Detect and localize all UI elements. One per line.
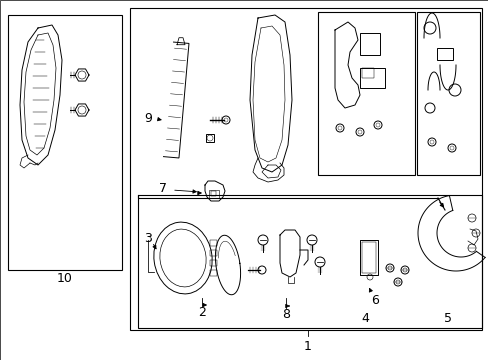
Text: 2: 2	[198, 306, 205, 319]
Bar	[416, 12, 479, 175]
Bar	[8, 15, 122, 270]
Bar	[138, 195, 481, 328]
Bar	[205, 134, 214, 142]
Bar	[130, 8, 481, 330]
Bar	[208, 190, 219, 198]
Text: 3: 3	[144, 231, 152, 244]
Text: 9: 9	[144, 112, 152, 125]
Text: 7: 7	[159, 181, 167, 194]
Bar	[317, 12, 414, 175]
Text: 6: 6	[370, 293, 378, 306]
Text: 4: 4	[360, 311, 368, 324]
Bar	[359, 33, 379, 55]
Bar	[209, 250, 217, 256]
Bar	[209, 270, 217, 276]
Text: 8: 8	[282, 309, 289, 321]
Text: 5: 5	[443, 311, 451, 324]
Bar	[209, 240, 217, 246]
Bar	[209, 260, 217, 266]
Bar	[210, 191, 216, 196]
Text: 10: 10	[57, 271, 73, 284]
Bar	[361, 242, 375, 273]
Text: 1: 1	[304, 339, 311, 352]
Bar	[436, 48, 452, 60]
Bar	[359, 68, 384, 88]
Bar	[359, 240, 377, 275]
Bar	[361, 68, 373, 78]
